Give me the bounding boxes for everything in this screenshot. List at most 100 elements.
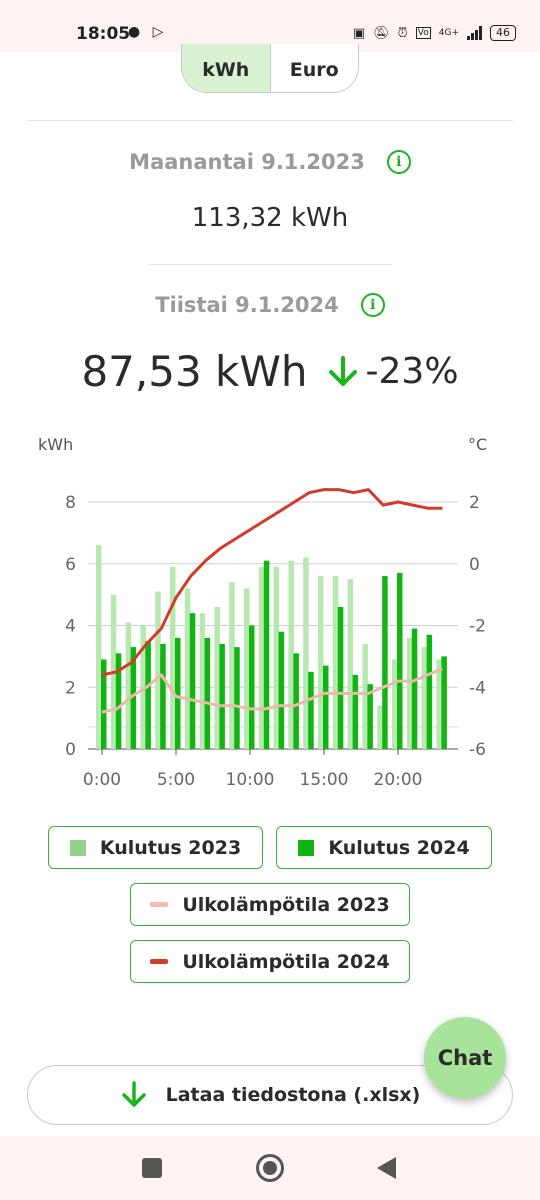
temp-line-2023 xyxy=(101,667,443,714)
legend-kulutus-2024[interactable]: Kulutus 2024 xyxy=(276,826,492,869)
change-indicator: -23% xyxy=(326,351,459,392)
bar-2024 xyxy=(441,656,447,749)
toggle-euro[interactable]: Euro xyxy=(289,59,339,81)
bar-2024 xyxy=(426,634,433,749)
notification-icons: ● ▷ xyxy=(128,24,163,40)
bar-2024 xyxy=(323,665,329,749)
bar-2024 xyxy=(204,637,211,749)
status-bar: 18:05 ● ▷ ▣ 🔕︎ ⏰︎ Vo 4G+ 46 xyxy=(0,0,540,52)
x-tick-label: 5:00 xyxy=(157,770,195,790)
legend-swatch xyxy=(150,902,169,907)
bar-2024 xyxy=(219,644,225,749)
y-axis-left-label: kWh xyxy=(38,435,73,454)
y-axis-right-label: °C xyxy=(468,435,487,454)
bar-2023 xyxy=(421,647,428,749)
bar-2024 xyxy=(160,644,166,749)
bar-2023 xyxy=(140,625,146,749)
bar-2023 xyxy=(170,566,176,749)
recents-square-icon[interactable] xyxy=(142,1158,162,1178)
bar-2024 xyxy=(130,647,137,749)
legend-label: Ulkolämpötila 2023 xyxy=(182,893,390,916)
legend-swatch xyxy=(150,959,169,964)
current-value-row: 87,53 kWh -23% xyxy=(0,347,540,396)
bar-2024 xyxy=(263,560,270,749)
current-value: 87,53 kWh xyxy=(81,347,308,396)
home-circle-icon[interactable] xyxy=(256,1154,284,1182)
y-tick-left: 0 xyxy=(65,740,76,760)
bar-2024 xyxy=(397,573,403,749)
legend-label: Kulutus 2023 xyxy=(99,836,242,859)
bar-2023 xyxy=(273,566,280,749)
bar-2024 xyxy=(337,606,344,749)
y-tick-left: 4 xyxy=(65,617,76,637)
x-tick-label: 0:00 xyxy=(83,770,121,790)
bar-2023 xyxy=(125,622,132,749)
x-tick-label: 10:00 xyxy=(226,770,275,790)
info-icon[interactable]: i xyxy=(386,150,411,174)
alarm-icon: ⏰︎ xyxy=(397,25,408,41)
bar-2023 xyxy=(377,705,383,749)
back-triangle-icon[interactable] xyxy=(377,1157,396,1179)
change-percent: -23% xyxy=(365,351,459,392)
current-date-label: Tiistai 9.1.2024 xyxy=(155,293,339,317)
legend-swatch xyxy=(69,839,86,856)
bar-2023 xyxy=(436,659,442,749)
bar-2023 xyxy=(362,644,368,749)
bell-muted-icon: 🔕︎ xyxy=(373,25,390,41)
bar-2024 xyxy=(145,640,151,749)
download-xlsx-button[interactable]: Lataa tiedostona (.xlsx) xyxy=(27,1065,513,1125)
bar-2024 xyxy=(234,647,240,749)
bar-2024 xyxy=(367,684,373,749)
bar-2024 xyxy=(308,671,314,749)
bar-2024 xyxy=(411,628,418,749)
signal-icon xyxy=(467,26,482,40)
legend-kulutus-2023[interactable]: Kulutus 2023 xyxy=(48,826,263,869)
previous-date-label: Maanantai 9.1.2023 xyxy=(129,150,365,174)
bar-2023 xyxy=(332,576,339,749)
previous-value: 113,32 kWh xyxy=(191,203,349,233)
bar-2024 xyxy=(249,625,255,749)
bar-2023 xyxy=(214,606,220,749)
bar-2023 xyxy=(96,545,102,749)
toggle-kwh[interactable]: kWh xyxy=(182,44,271,92)
current-date-row: Tiistai 9.1.2024 i xyxy=(0,293,540,317)
bar-2024 xyxy=(115,653,122,749)
network-label: 4G+ xyxy=(438,28,459,38)
bar-2024 xyxy=(382,576,388,749)
legend-label: Kulutus 2024 xyxy=(328,836,470,859)
bar-2023 xyxy=(155,591,161,749)
temp-line-2024 xyxy=(101,488,443,677)
previous-date-row: Maanantai 9.1.2023 i xyxy=(0,150,540,174)
chat-button[interactable]: Chat xyxy=(424,1017,506,1099)
y-tick-right: 0 xyxy=(469,555,480,575)
legend-label: Ulkolämpötila 2024 xyxy=(182,950,390,973)
bar-2024 xyxy=(352,674,359,749)
bar-2024 xyxy=(293,653,299,749)
bar-2024 xyxy=(101,659,107,749)
bar-2024 xyxy=(175,637,181,749)
chat-bubble-icon: ● xyxy=(128,24,141,40)
bar-2024 xyxy=(189,613,196,749)
divider xyxy=(148,264,392,265)
legend-ulkolampotila-2024[interactable]: Ulkolämpötila 2024 xyxy=(130,940,410,983)
play-store-icon: ▷ xyxy=(152,24,164,40)
y-tick-left: 2 xyxy=(65,678,76,698)
unit-toggle: kWh Euro xyxy=(181,44,359,93)
legend-ulkolampotila-2023[interactable]: Ulkolämpötila 2023 xyxy=(130,883,410,926)
y-tick-left: 6 xyxy=(65,555,76,575)
bar-2023 xyxy=(229,582,235,749)
bar-2023 xyxy=(244,588,250,749)
bar-2023 xyxy=(347,579,354,749)
bar-2023 xyxy=(303,557,309,749)
arrow-down-icon xyxy=(328,355,357,386)
bar-2023 xyxy=(392,659,398,749)
info-icon[interactable]: i xyxy=(360,293,385,317)
system-nav-bar xyxy=(0,1136,540,1200)
y-tick-right: 2 xyxy=(469,493,480,513)
bar-2023 xyxy=(258,566,265,749)
bar-2023 xyxy=(406,637,413,749)
bar-2023 xyxy=(288,560,294,749)
download-label: Lataa tiedostona (.xlsx) xyxy=(165,1084,421,1106)
divider xyxy=(27,120,513,121)
